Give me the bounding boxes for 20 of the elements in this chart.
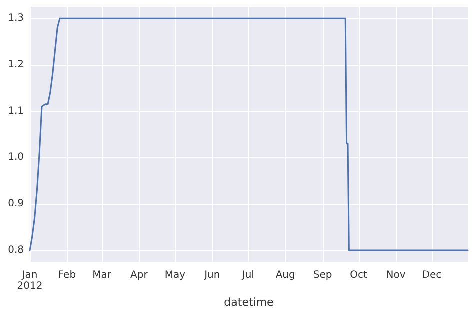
x-tick-label: Jul — [241, 270, 254, 282]
x-tick-label: Jan 2012 — [17, 270, 43, 292]
x-axis-title: datetime — [224, 296, 274, 309]
x-tick-label: Dec — [422, 270, 442, 282]
y-tick-label: 1.1 — [8, 106, 24, 117]
x-tick-label: May — [164, 270, 186, 282]
x-tick-label: Nov — [386, 270, 406, 282]
y-tick-label: 1.3 — [8, 13, 24, 24]
line-series — [29, 18, 469, 252]
y-tick-label: 1.2 — [8, 59, 24, 70]
x-tick-label: Feb — [58, 270, 76, 282]
y-tick-label: 0.9 — [8, 198, 24, 210]
x-tick-label: Jun — [204, 270, 220, 282]
y-tick-label: 0.8 — [8, 245, 24, 256]
x-tick-label: Oct — [350, 270, 368, 282]
x-tick-label: Apr — [130, 270, 149, 282]
x-tick-label: Aug — [276, 270, 296, 282]
x-tick-label: Mar — [92, 270, 112, 282]
y-tick-label: 1.0 — [8, 152, 24, 164]
x-tick-label: Sep — [313, 270, 332, 282]
